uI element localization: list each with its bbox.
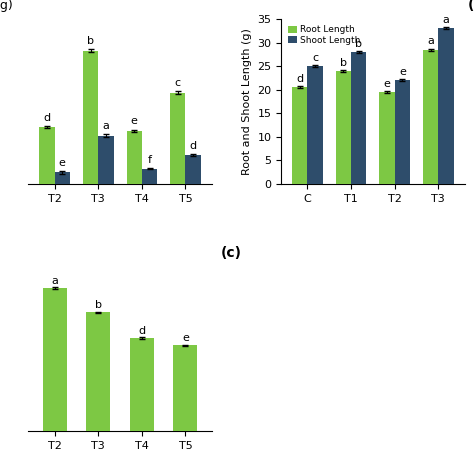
Bar [86,312,110,431]
Text: a: a [102,121,109,131]
Bar [43,288,67,431]
Bar [39,127,55,184]
Bar [292,87,308,184]
Bar [336,71,351,184]
Bar [83,51,98,184]
Text: a: a [51,276,58,286]
Text: b: b [95,300,102,310]
Text: (c): (c) [221,246,242,260]
Bar [127,131,142,184]
Text: d: d [138,326,146,336]
Text: b: b [340,57,347,67]
Y-axis label: Root and Shoot Length (g): Root and Shoot Length (g) [242,28,252,175]
Text: (g): (g) [0,0,13,12]
Bar [395,80,410,184]
Text: e: e [182,333,189,343]
Bar [351,52,366,184]
Bar [98,136,113,184]
Bar [173,345,198,431]
Bar [130,338,154,431]
Text: e: e [131,117,137,127]
Bar [423,50,438,184]
Text: e: e [59,158,66,168]
Text: f: f [147,155,152,165]
Text: d: d [296,74,303,84]
Text: e: e [399,67,406,77]
Text: b: b [87,36,94,46]
Bar [380,92,395,184]
Bar [55,173,70,184]
Text: c: c [175,78,181,88]
Text: d: d [44,113,51,123]
Text: c: c [312,53,318,63]
Text: (a): (a) [468,0,474,12]
Bar [438,28,454,184]
Text: a: a [427,36,434,46]
Bar [308,66,323,184]
Text: d: d [190,140,197,151]
Bar [142,169,157,184]
Text: b: b [355,39,362,49]
Text: a: a [443,15,449,25]
Bar [170,92,185,184]
Bar [185,155,201,184]
Legend: Root Length, Shoot Length: Root Length, Shoot Length [286,24,363,46]
Text: e: e [383,79,391,89]
